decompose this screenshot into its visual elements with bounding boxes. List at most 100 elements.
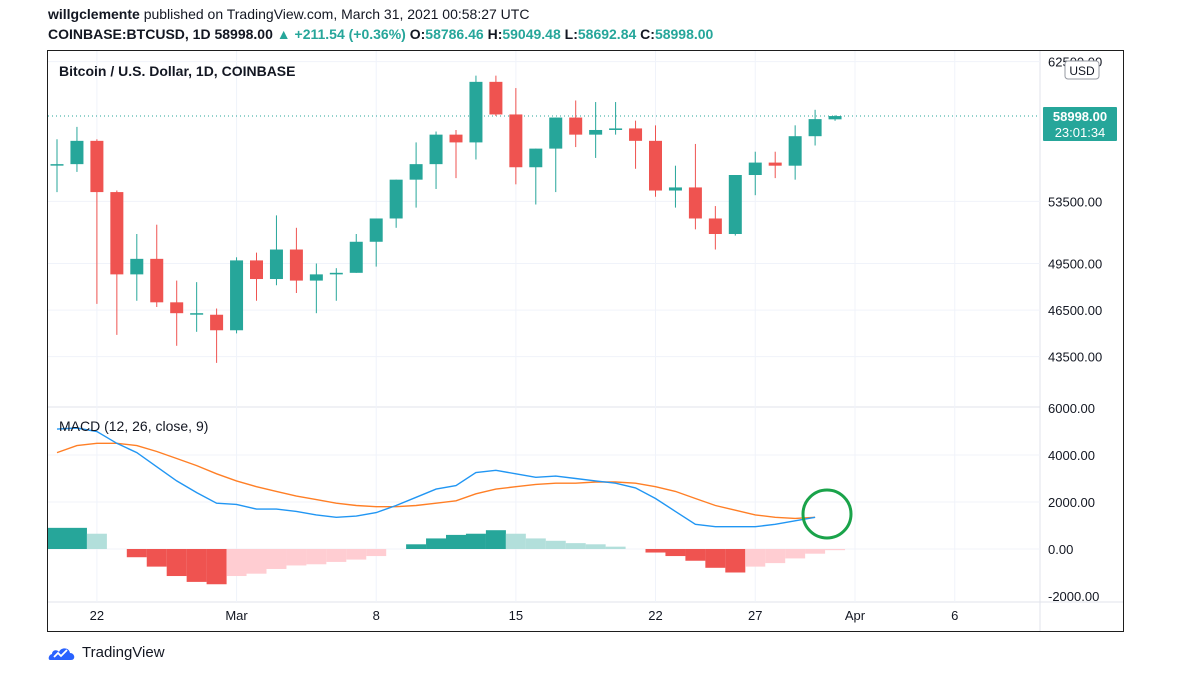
time-tick-label: 22 [648, 608, 662, 623]
low-label: L: [564, 26, 578, 42]
macd-tick-label: 0.00 [1048, 542, 1073, 557]
histogram-bar [825, 549, 846, 551]
histogram-bar [306, 549, 327, 565]
open-value: 58786.46 [425, 26, 484, 42]
candle-body [329, 272, 343, 275]
time-tick-label: 6 [951, 608, 958, 623]
chart-panel[interactable]: 62500.0053500.0049500.0046500.0043500.00… [47, 50, 1124, 632]
histogram-bar [266, 549, 287, 569]
main-chart-title: Bitcoin / U.S. Dollar, 1D, COINBASE [59, 63, 295, 79]
candle-body [50, 164, 64, 166]
histogram-bar [326, 549, 347, 562]
candle-body [289, 249, 303, 281]
footer: TradingView [48, 644, 165, 661]
histogram-bar [86, 533, 107, 549]
candle-body [389, 179, 403, 219]
candle-body [649, 140, 662, 191]
histogram-bar [226, 549, 247, 577]
crossover-highlight-circle [801, 488, 853, 540]
signal-line [56, 442, 816, 520]
candle-body [449, 134, 463, 143]
candle-body [130, 258, 144, 275]
histogram-bar [785, 549, 806, 559]
author-name[interactable]: willgclemente [48, 6, 140, 22]
candle-body [70, 140, 84, 165]
high-label: H: [487, 26, 503, 42]
candles [50, 75, 842, 363]
time-tick-label: 8 [373, 608, 380, 623]
histogram-bar [426, 538, 447, 549]
histogram-bar [485, 530, 506, 549]
histogram-bar [565, 543, 586, 549]
macd-tick-label: 2000.00 [1048, 495, 1095, 510]
histogram-bar [725, 549, 746, 573]
candle-body [489, 81, 503, 115]
histogram-bar [446, 534, 466, 549]
candle-body [409, 164, 423, 180]
time-tick-label: Apr [845, 608, 866, 623]
price-change: +211.54 (+0.36%) [294, 26, 406, 42]
high-value: 59049.48 [502, 26, 561, 42]
currency-badge[interactable]: USD [1064, 60, 1100, 80]
published-text: published on TradingView.com, March 31, … [139, 6, 530, 22]
candle-body [349, 241, 363, 273]
histogram-bar [146, 549, 167, 567]
currency-badge-box [1064, 60, 1100, 80]
histogram-bar [545, 540, 566, 549]
price-tick-label: 43500.00 [1048, 350, 1102, 365]
histogram-bar [406, 544, 427, 549]
close-label: C: [640, 26, 655, 42]
histogram-bar [465, 533, 486, 549]
histogram-bar [765, 549, 786, 564]
histogram-bar [346, 549, 367, 560]
currency-badge-label: USD [1069, 64, 1095, 78]
histogram-bar [605, 546, 626, 549]
histogram-bar [645, 549, 666, 553]
macd-tick-label: 6000.00 [1048, 401, 1095, 416]
chart-svg[interactable]: 62500.0053500.0049500.0046500.0043500.00… [47, 51, 1123, 631]
macd-histogram [47, 527, 846, 585]
candle-body [429, 134, 443, 165]
time-axis: 22 Mar 8 15 22 27 Apr 6 [90, 608, 959, 623]
histogram-bar [206, 549, 227, 585]
candle-body [808, 119, 822, 137]
histogram-bar [745, 549, 766, 567]
candle-body [90, 140, 104, 193]
publish-info: willgclemente published on TradingView.c… [48, 6, 529, 22]
candle-body [210, 314, 224, 331]
candle-body [110, 192, 124, 275]
price-tick-label: 49500.00 [1048, 257, 1102, 272]
histogram-bar [186, 549, 207, 582]
candle-body [569, 117, 583, 135]
macd-lines [56, 427, 816, 528]
candle-body [768, 162, 782, 166]
open-label: O: [409, 26, 426, 42]
time-tick-label: Mar [225, 608, 248, 623]
candle-body [609, 128, 623, 130]
candle-body [708, 218, 722, 235]
histogram-bar [166, 549, 187, 577]
candle-body [369, 218, 383, 242]
candle-body [549, 117, 563, 149]
candle-body [230, 260, 244, 331]
candle-body [828, 116, 842, 120]
symbol-label: COINBASE:BTCUSD, 1D [48, 26, 211, 42]
histogram-bar [685, 549, 706, 561]
macd-title: MACD (12, 26, close, 9) [59, 418, 208, 434]
candle-body [589, 129, 603, 135]
candle-body [668, 187, 682, 191]
last-price-tag-value: 58998.00 [1053, 109, 1107, 124]
price-tick-label: 46500.00 [1048, 303, 1102, 318]
candle-body [788, 136, 802, 166]
histogram-bar [505, 533, 526, 549]
histogram-bar [366, 549, 387, 557]
footer-brand[interactable]: TradingView [82, 644, 165, 661]
candle-body [629, 128, 643, 141]
candle-body [269, 249, 283, 280]
histogram-bar [246, 549, 267, 574]
tradingview-cloud-icon [48, 647, 75, 660]
histogram-bar [525, 538, 546, 549]
candle-body [190, 313, 204, 315]
